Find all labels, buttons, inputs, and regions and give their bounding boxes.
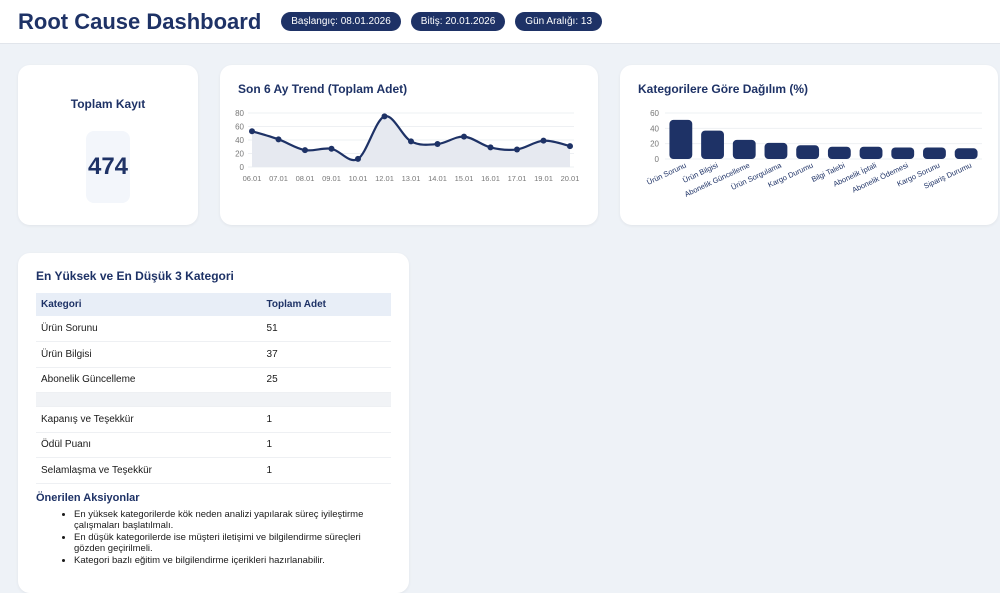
data-point	[302, 147, 308, 154]
cell: 51	[261, 316, 391, 342]
top-bottom-categories-card: En Yüksek ve En Düşük 3 Kategori Kategor…	[18, 253, 409, 593]
cell: Ürün Bilgisi	[36, 341, 262, 368]
cell: Ürün Sorunu	[36, 316, 262, 342]
data-point	[249, 128, 255, 135]
y-tick-label: 40	[235, 136, 244, 145]
bar	[701, 130, 724, 159]
data-point	[434, 141, 441, 148]
cell: 37	[261, 341, 391, 368]
cell: 25	[261, 367, 391, 393]
table-row: Kapanış ve Teşekkür 1	[36, 406, 391, 433]
recommended-actions: Önerilen Aksiyonlar En yüksek kategorile…	[36, 492, 391, 567]
bar	[891, 147, 915, 159]
bar	[954, 148, 978, 159]
table-row: Selamlaşma ve Teşekkür 1	[36, 457, 391, 484]
cell: 1	[261, 457, 391, 484]
categories-table: Kategori Toplam Adet Ürün Sorunu 51 Ürün …	[36, 293, 391, 484]
data-point	[540, 137, 547, 144]
action-item: Kategori bazlı eğitim ve bilgilendirme i…	[74, 555, 391, 567]
x-tick-label: 19.01	[534, 174, 553, 183]
data-point	[328, 145, 335, 152]
bar	[923, 147, 946, 159]
data-point	[355, 155, 361, 162]
y-tick-label: 40	[650, 124, 659, 133]
chart-title: Son 6 Ay Trend (Toplam Adet)	[238, 82, 408, 96]
y-tick-label: 80	[235, 109, 244, 118]
separator-row	[36, 392, 391, 407]
x-tick-label: 14.01	[428, 174, 447, 183]
data-point	[408, 138, 414, 145]
bar	[669, 119, 693, 159]
cell: 1	[261, 432, 391, 458]
y-tick-label: 60	[650, 109, 659, 118]
bar	[764, 142, 788, 159]
y-tick-label: 60	[235, 123, 244, 132]
x-tick-label: Ürün Sorunu	[645, 161, 687, 187]
x-tick-label: 07.01	[269, 174, 288, 183]
table-row: Ürün Sorunu 51	[36, 316, 391, 342]
table-row: Abonelik Güncelleme 25	[36, 367, 391, 393]
cell: Selamlaşma ve Teşekkür	[36, 457, 262, 484]
total-records-card: Toplam Kayıt 474	[18, 65, 198, 225]
page-title: Root Cause Dashboard	[18, 8, 262, 34]
line-chart: 0 20 40 60 80 06.01 07.01 08.01 09.01 10.01 12.01 1…	[235, 109, 580, 183]
x-tick-label: 12.01	[375, 174, 394, 183]
kpi-value: 474	[86, 131, 130, 203]
trend-chart-card: Son 6 Ay Trend (Toplam Adet) 0 20 40 60 80 06…	[220, 65, 598, 225]
start-date-badge: Başlangıç: 08.01.2026	[281, 12, 401, 31]
x-tick-label: 09.01	[322, 174, 341, 183]
cell: Kapanış ve Teşekkür	[36, 406, 262, 433]
x-tick-label: 16.01	[481, 174, 500, 183]
action-item: En yüksek kategorilerde kök neden analiz…	[74, 509, 391, 532]
x-tick-label: 17.01	[508, 174, 527, 183]
x-tick-label: 13.01	[402, 174, 421, 183]
actions-title: Önerilen Aksiyonlar	[36, 491, 140, 504]
data-point	[514, 146, 520, 153]
cell: Abonelik Güncelleme	[36, 367, 262, 393]
chart-title: Kategorilere Göre Dağılım (%)	[638, 82, 809, 96]
y-tick-label: 0	[240, 163, 245, 172]
distribution-chart-card: Kategorilere Göre Dağılım (%) 0 20 40 60 Ürü…	[620, 65, 998, 225]
data-point	[567, 143, 573, 150]
x-tick-label: 08.01	[296, 174, 315, 183]
x-tick-label: 10.01	[349, 174, 368, 183]
cell: 1	[261, 406, 391, 433]
cell: Ödül Puanı	[36, 432, 262, 458]
table-row: Ödül Puanı 1	[36, 432, 391, 458]
bar	[732, 139, 756, 159]
kpi-label: Toplam Kayıt	[70, 97, 146, 111]
y-tick-label: 20	[650, 140, 659, 149]
x-tick-label: 15.01	[455, 174, 474, 183]
day-range-badge: Gün Aralığı: 13	[515, 12, 603, 31]
y-tick-label: 0	[655, 155, 660, 164]
data-point	[275, 136, 282, 143]
data-point	[487, 144, 494, 151]
table-row: Ürün Bilgisi 37	[36, 341, 391, 368]
bar	[796, 145, 820, 159]
data-point	[461, 133, 467, 140]
col-header-total: Toplam Adet	[261, 293, 391, 316]
end-date-badge: Bitiş: 20.01.2026	[410, 12, 506, 31]
bar	[859, 146, 883, 159]
table-title: En Yüksek ve En Düşük 3 Kategori	[36, 269, 234, 283]
header: Root Cause Dashboard Başlangıç: 08.01.20…	[0, 0, 1000, 44]
action-item: En düşük kategorilerde ise müşteri ileti…	[74, 532, 391, 555]
y-tick-label: 20	[235, 150, 244, 159]
data-point	[381, 113, 388, 120]
bar	[827, 146, 851, 159]
col-header-category: Kategori	[36, 293, 262, 316]
x-tick-label: 20.01	[561, 174, 580, 183]
x-tick-label: 06.01	[243, 174, 262, 183]
